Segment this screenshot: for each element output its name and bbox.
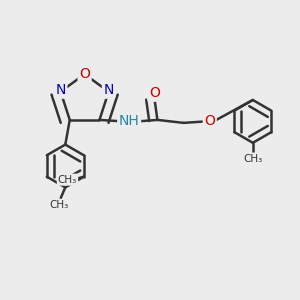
Text: O: O (79, 67, 90, 81)
Text: N: N (56, 83, 66, 97)
Text: CH₃: CH₃ (243, 154, 262, 164)
Text: CH₃: CH₃ (58, 175, 77, 185)
Text: O: O (149, 86, 160, 100)
Text: NH: NH (119, 114, 140, 128)
Text: O: O (204, 114, 215, 128)
Text: CH₃: CH₃ (50, 200, 69, 210)
Text: N: N (103, 83, 114, 97)
